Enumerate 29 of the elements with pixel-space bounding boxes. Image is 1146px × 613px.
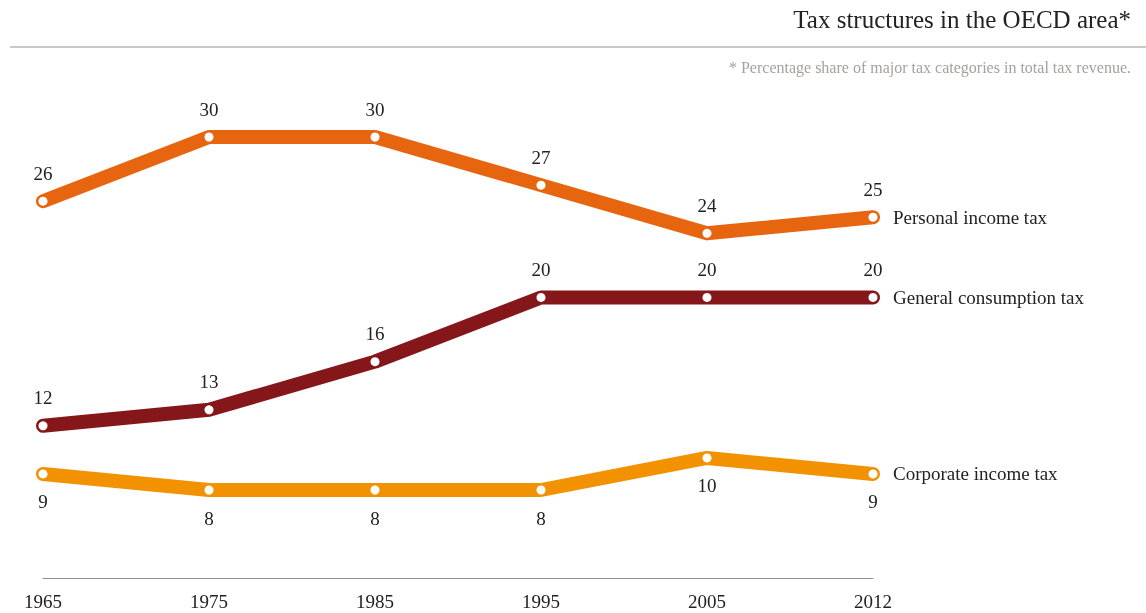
series-label: Personal income tax — [893, 206, 1048, 228]
data-label: 25 — [863, 178, 883, 200]
chart-subtitle: * Percentage share of major tax categories in total tax revenue. — [728, 58, 1131, 77]
x-tick-label: 2012 — [854, 591, 892, 612]
x-tick-label: 2005 — [688, 591, 726, 612]
data-label: 24 — [697, 194, 717, 216]
data-label: 9 — [38, 491, 48, 513]
data-label: 20 — [531, 258, 551, 280]
data-label: 12 — [33, 387, 53, 409]
series-label: Corporate income tax — [893, 463, 1059, 485]
data-label: 16 — [365, 323, 385, 345]
x-tick-label: 1965 — [24, 591, 62, 612]
data-label: 8 — [370, 507, 380, 529]
x-tick-label: 1975 — [190, 591, 228, 612]
data-label: 10 — [697, 475, 717, 497]
series-label: General consumption tax — [893, 286, 1085, 308]
data-label: 20 — [863, 258, 883, 280]
data-label: 20 — [697, 258, 717, 280]
data-label: 13 — [199, 371, 219, 393]
data-label: 26 — [33, 162, 53, 184]
data-label: 8 — [536, 507, 546, 529]
data-label: 27 — [531, 146, 551, 168]
x-tick-label: 1995 — [522, 591, 560, 612]
data-label: 8 — [204, 507, 214, 529]
chart-title: Tax structures in the OECD area* — [793, 6, 1132, 33]
data-label: 30 — [199, 98, 219, 120]
data-label: 30 — [365, 98, 385, 120]
data-label: 9 — [868, 491, 878, 513]
x-tick-label: 1985 — [356, 591, 394, 612]
